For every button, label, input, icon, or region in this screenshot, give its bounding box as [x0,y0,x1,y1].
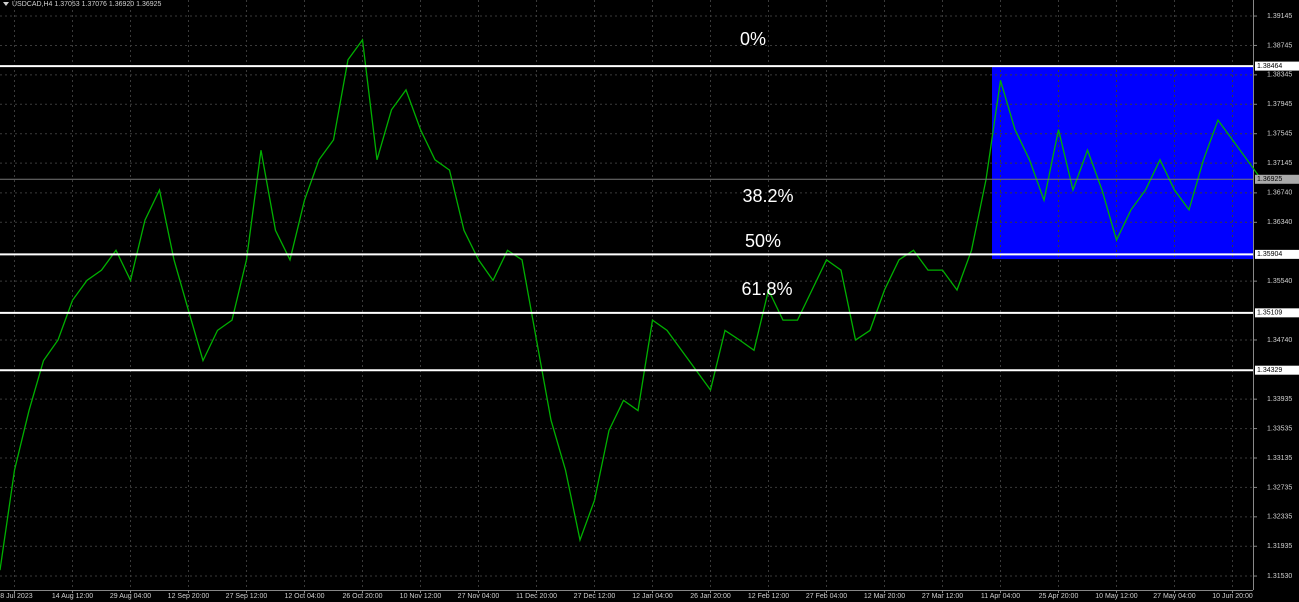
x-tick-label: 27 Nov 04:00 [458,593,500,600]
y-tick-label: 1.33135 [1267,455,1292,462]
fib-label: 50% [745,231,781,251]
fib-label: 38.2% [742,186,793,206]
x-tick-label: 26 Jan 20:00 [690,593,731,600]
x-tick-label: 29 Aug 04:00 [110,593,151,600]
y-tick-label: 1.35540 [1267,278,1292,285]
y-tick-label: 1.34740 [1267,337,1292,344]
x-tick-label: 12 Mar 20:00 [864,593,905,600]
price-tag-label: 1.35904 [1257,251,1282,258]
fib-label: 61.8% [741,279,792,299]
price-tag [1255,249,1299,259]
price-tag [1255,308,1299,318]
x-tick-label: 12 Sep 20:00 [168,593,210,600]
y-tick-label: 1.39145 [1267,13,1292,20]
x-tick-label: 27 May 04:00 [1153,593,1196,600]
fib-label: 0% [740,29,766,49]
y-tick-label: 1.38745 [1267,42,1292,49]
price-tag [1255,365,1299,375]
price-tag-label: 1.34329 [1257,367,1282,374]
x-tick-label: 26 Oct 20:00 [342,593,382,600]
price-tag [1255,174,1299,184]
x-tick-label: 12 Jan 04:00 [632,593,673,600]
x-tick-label: 27 Sep 12:00 [226,593,268,600]
y-tick-label: 1.38345 [1267,72,1292,79]
x-tick-label: 28 Jul 2023 [0,593,33,600]
y-tick-label: 1.32335 [1267,514,1292,521]
x-tick-label: 10 May 12:00 [1095,593,1138,600]
y-tick-label: 1.36340 [1267,219,1292,226]
y-tick-label: 1.31530 [1267,573,1292,580]
price-tag-label: 1.36925 [1257,176,1282,183]
x-tick-label: 27 Feb 04:00 [806,593,847,600]
y-tick-label: 1.33935 [1267,396,1292,403]
y-tick-label: 1.31935 [1267,543,1292,550]
price-tag-label: 1.35109 [1257,310,1282,317]
x-tick-label: 27 Mar 12:00 [922,593,963,600]
y-tick-label: 1.37545 [1267,131,1292,138]
x-tick-label: 10 Nov 12:00 [400,593,442,600]
chart-title: USDCAD,H4 1.37053 1.37076 1.36920 1.3692… [12,1,162,8]
x-tick-label: 12 Oct 04:00 [284,593,324,600]
x-tick-label: 11 Apr 04:00 [981,593,1020,600]
y-tick-label: 1.36740 [1267,190,1292,197]
x-tick-label: 12 Feb 12:00 [748,593,789,600]
price-tag [1255,61,1299,71]
y-tick-label: 1.33535 [1267,425,1292,432]
x-tick-label: 27 Dec 12:00 [574,593,616,600]
x-tick-label: 14 Aug 12:00 [52,593,93,600]
price-tag-label: 1.38464 [1257,63,1282,70]
menu-arrow[interactable] [3,2,9,6]
x-tick-label: 11 Dec 20:00 [516,593,557,600]
x-tick-label: 25 Apr 20:00 [1039,593,1079,600]
y-tick-label: 1.32735 [1267,484,1292,491]
x-tick-label: 10 Jun 20:00 [1212,593,1253,600]
y-tick-label: 1.37945 [1267,101,1292,108]
price-line [0,38,1263,571]
y-tick-label: 1.37145 [1267,160,1292,167]
